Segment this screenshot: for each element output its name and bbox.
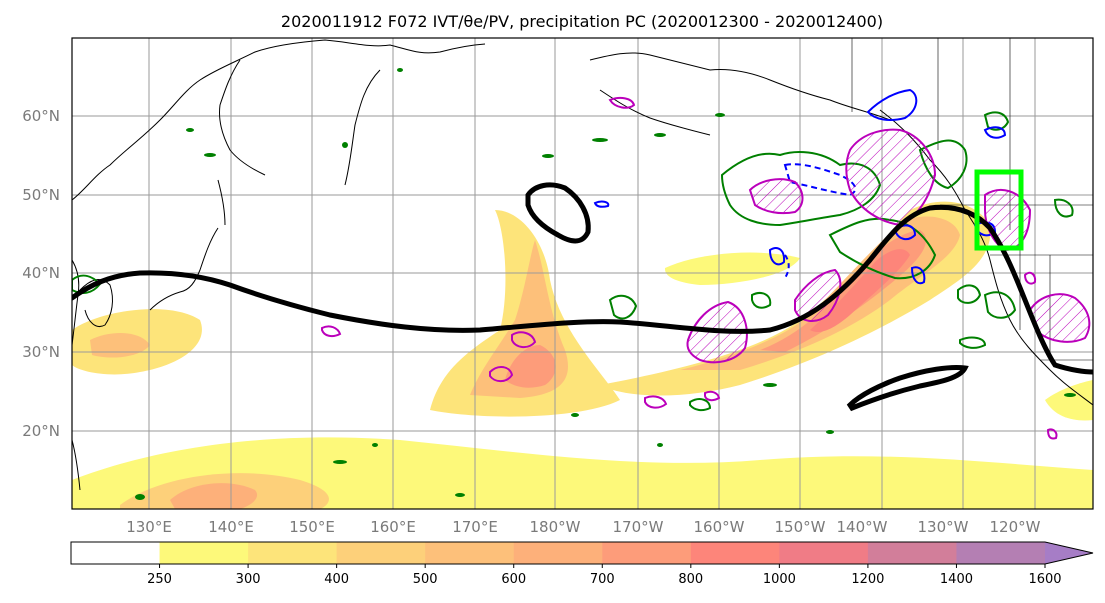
geopotential-contours [72, 182, 1093, 412]
colorbar-tick-label: 1600 [1028, 572, 1061, 587]
colorbar-tick-label: 300 [236, 572, 261, 587]
pv-contour-west [593, 200, 610, 208]
lat-label-50n: 50°N [22, 186, 60, 204]
ivt-band-southern [72, 437, 1093, 509]
colorbar-segment [336, 542, 426, 564]
precip-contour-small2 [511, 331, 537, 348]
theta-contour-se2 [1053, 198, 1074, 218]
colorbar-ticks: 250 300 400 500 600 700 800 1000 1200 1400 1600 [147, 564, 1062, 587]
colorbar-segment [248, 542, 338, 564]
theta-contour-specks [135, 68, 1076, 500]
precip-contour-small6 [704, 390, 721, 402]
theta-contour-inland [983, 111, 1010, 131]
pv-contour-mid [768, 247, 786, 266]
precip-contour-small4 [321, 325, 342, 338]
precip-contour-small7 [1046, 428, 1058, 440]
lat-label-30n: 30°N [22, 343, 60, 361]
ivt-atmospheric-river-max [810, 249, 910, 333]
theta-contour-mid3 [689, 398, 712, 412]
lon-label-180w: 180°W [530, 518, 581, 536]
precip-contour-small3 [489, 366, 514, 383]
ivt-southeast-patch [1045, 380, 1093, 421]
theta-contour-se1 [959, 336, 987, 349]
colorbar-segment [867, 542, 957, 564]
pv-contour-bc [893, 224, 917, 241]
pv-contour-mid-dash [784, 254, 790, 279]
colorbar-segment [425, 542, 515, 564]
ivt-shading [72, 201, 1093, 509]
colorbar-segment [159, 542, 249, 564]
colorbar-segment [513, 542, 603, 564]
graticule [72, 38, 1093, 509]
theta-contour-mid2 [751, 292, 772, 309]
colorbar-extend-arrow [1045, 542, 1093, 564]
lat-label-20n: 20°N [22, 422, 60, 440]
coastline-sakhalin [217, 179, 226, 226]
colorbar-tick-label: 600 [501, 572, 526, 587]
lon-label-150e: 150°E [289, 518, 335, 536]
lon-label-140e: 140°E [208, 518, 254, 536]
figure-title: 2020011912 F072 IVT/θe/PV, precipitation… [281, 12, 883, 31]
precip-contour-small1 [608, 96, 636, 109]
ivt-japan-core [90, 333, 150, 358]
theta-contour-coast [828, 217, 937, 280]
colorbar-frame [70, 541, 1094, 565]
precip-contour-small8 [1023, 271, 1037, 285]
lon-label-130w: 130°W [918, 518, 969, 536]
coastline-alaska [589, 52, 891, 121]
colorbar-tick-label: 400 [324, 572, 349, 587]
coastline-asia [72, 39, 486, 201]
coastline-kamchatka [344, 69, 381, 186]
lon-label-170e: 170°E [452, 518, 498, 536]
theta-contour-or [983, 291, 1017, 319]
colorbar-tick-label: 500 [413, 572, 438, 587]
colorbar-tick-label: 250 [147, 572, 172, 587]
pv-contour-gulf [866, 88, 918, 121]
colorbar-tick-label: 1400 [940, 572, 973, 587]
coastline-okhotsk [219, 59, 266, 176]
precip-contour-small5 [644, 395, 668, 409]
lon-label-170w: 170°W [613, 518, 664, 536]
geopotential-contour-low [525, 182, 591, 244]
map-frame [71, 37, 1094, 510]
ivt-central-plume-core [505, 345, 556, 388]
colorbar-tick-label: 700 [590, 572, 615, 587]
target-region-box [974, 169, 1024, 251]
lat-label-60n: 60°N [22, 107, 60, 125]
colorbar-segment [71, 542, 161, 564]
ivt-northeast-tongue [664, 252, 800, 285]
theta-contour-mid1 [608, 294, 638, 320]
lon-label-120w: 120°W [990, 518, 1041, 536]
colorbar-tick-label: 1000 [763, 572, 796, 587]
lon-label-150w: 150°W [775, 518, 826, 536]
precip-contour-bc [748, 178, 804, 215]
colorbar-segment [779, 542, 869, 564]
lon-label-160e: 160°E [370, 518, 416, 536]
lon-label-160w: 160°W [694, 518, 745, 536]
precip-contour-gulf [845, 128, 937, 227]
lon-label-140w: 140°W [837, 518, 888, 536]
geopotential-contour-main [72, 204, 1093, 375]
colorbar-segment [602, 542, 692, 564]
latitude-labels: 60°N 50°N 40°N 30°N 20°N [22, 107, 60, 440]
colorbar: 250 300 400 500 600 700 800 1000 1200 1400 1600 [70, 541, 1094, 587]
colorbar-segments [71, 542, 1046, 564]
geopotential-contour-high [846, 365, 969, 412]
lat-label-40n: 40°N [22, 264, 60, 282]
pv-contour-east [983, 126, 1007, 139]
colorbar-tick-label: 800 [678, 572, 703, 587]
colorbar-tick-label: 1200 [851, 572, 884, 587]
coastline-japan [149, 227, 219, 311]
theta-contour-wa [957, 284, 982, 304]
map-area [72, 38, 1093, 509]
colorbar-segment [690, 542, 780, 564]
colorbar-segment [956, 542, 1046, 564]
longitude-labels: 130°E 140°E 150°E 160°E 170°E 180°W 170°… [126, 518, 1040, 536]
coastline-philippines [72, 439, 81, 491]
precip-contour-ca [1028, 293, 1091, 343]
lon-label-130e: 130°E [126, 518, 172, 536]
ivt-band-southern-max [170, 483, 258, 509]
pv-contour-inland [910, 266, 926, 285]
